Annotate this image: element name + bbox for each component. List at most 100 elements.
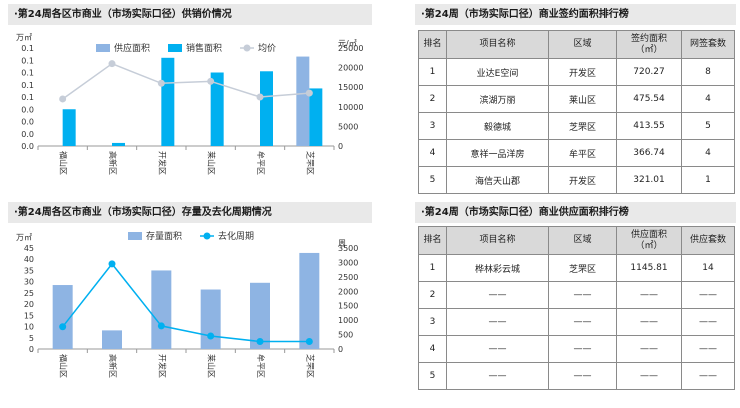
x-tick-label: 芝罘区 xyxy=(305,151,315,175)
bar-销售面积 xyxy=(260,71,273,146)
y2-tick-label: 2000 xyxy=(338,287,358,296)
table-cell: 4 xyxy=(681,139,735,167)
table-cell: —— xyxy=(681,308,735,336)
table-row: 5 海信天山郡 开发区 321.01 1 xyxy=(418,166,735,194)
point-去化周期 xyxy=(305,337,313,345)
table-cell: 开发区 xyxy=(548,166,617,194)
sign-rank-header: ·第24周（市场实际口径）商业签约面积排行榜 xyxy=(415,4,736,25)
table-cell: —— xyxy=(446,335,549,363)
x-tick-label: 莱山区 xyxy=(207,354,217,378)
table-cell: —— xyxy=(446,362,549,390)
y-tick-label: 0.1 xyxy=(21,44,34,53)
bar-存量面积 xyxy=(151,270,172,349)
table-cell: 4 xyxy=(418,139,447,167)
table-cell: —— xyxy=(681,281,735,309)
y-tick-label: 0.1 xyxy=(21,69,34,78)
table-cell: —— xyxy=(681,362,735,390)
table-cell: —— xyxy=(548,281,617,309)
bar-销售面积 xyxy=(309,88,323,146)
x-tick-label: 开发区 xyxy=(157,151,167,175)
table-row: 1 业达E空间 开发区 720.27 8 xyxy=(418,58,735,86)
column-header: 项目名称 xyxy=(446,30,549,59)
table-cell: 海信天山郡 xyxy=(446,166,549,194)
line-均价 xyxy=(62,62,310,100)
y-tick-label: 0 xyxy=(29,345,34,354)
table-cell: 4 xyxy=(681,85,735,113)
bar-存量面积 xyxy=(299,252,320,349)
column-header: 区域 xyxy=(548,226,617,255)
bar-供应面积 xyxy=(296,56,310,147)
y2-tick-label: 15000 xyxy=(338,83,363,92)
y-tick-label: 5 xyxy=(29,334,34,343)
bar-销售面积 xyxy=(161,57,175,146)
y-tick-label: 0.0 xyxy=(21,118,34,127)
column-header: 排名 xyxy=(418,226,447,255)
table-cell: —— xyxy=(548,308,617,336)
y2-tick-label: 1500 xyxy=(338,302,358,311)
bar-销售面积 xyxy=(62,109,76,146)
y-tick-label: 30 xyxy=(24,278,34,287)
table-cell: 业达E空间 xyxy=(446,58,549,86)
table-cell: 开发区 xyxy=(548,58,617,86)
y-tick-label: 15 xyxy=(24,311,34,320)
line-去化周期 xyxy=(62,262,310,343)
point-均价 xyxy=(157,79,165,87)
y-tick-label: 0.0 xyxy=(21,130,34,139)
y-tick-label: 0.1 xyxy=(21,56,34,65)
column-header: 项目名称 xyxy=(446,226,549,255)
y-tick-label: 10 xyxy=(24,323,34,332)
y-tick-label: 45 xyxy=(24,244,34,253)
stock-header: ·第24周各区市商业（市场实际口径）存量及去化周期情况 xyxy=(8,202,372,223)
point-均价 xyxy=(207,77,215,85)
table-cell: 莱山区 xyxy=(548,85,617,113)
table-cell: 5 xyxy=(418,362,447,390)
x-tick-label: 芝罘区 xyxy=(305,354,315,378)
table-cell: 2 xyxy=(418,85,447,113)
table-cell: 5 xyxy=(418,166,447,194)
point-去化周期 xyxy=(207,332,215,340)
table-row: 1 桦林彩云城 芝罘区 1145.81 14 xyxy=(418,254,735,282)
table-cell: 720.27 xyxy=(616,58,682,86)
table-row: 4 —— —— —— —— xyxy=(418,335,735,363)
column-header: 区域 xyxy=(548,30,617,59)
x-tick-label: 高新区 xyxy=(108,151,118,175)
table-cell: —— xyxy=(446,281,549,309)
y2-tick-label: 10000 xyxy=(338,103,363,112)
y-tick-label: 25 xyxy=(24,289,34,298)
column-header: 排名 xyxy=(418,30,447,59)
x-tick-label: 牟平区 xyxy=(256,151,266,175)
y-tick-label: 35 xyxy=(24,266,34,275)
table-row: 2 —— —— —— —— xyxy=(418,281,735,309)
column-header: 供应面积 （㎡） xyxy=(616,226,682,255)
table-cell: 滨湖万丽 xyxy=(446,85,549,113)
supply-sales-header: ·第24周各区市商业（市场实际口径）供销价情况 xyxy=(8,4,372,25)
y-tick-label: 0.0 xyxy=(21,142,34,151)
table-cell: 475.54 xyxy=(616,85,682,113)
x-tick-label: 高新区 xyxy=(108,354,118,378)
x-tick-label: 开发区 xyxy=(157,354,167,378)
y-axis-label: 万㎡ xyxy=(16,233,32,242)
legend-swatch xyxy=(243,44,251,52)
table-cell: 14 xyxy=(681,254,735,282)
table-cell: 4 xyxy=(418,335,447,363)
legend-swatch xyxy=(168,44,182,52)
point-去化周期 xyxy=(256,337,264,345)
table-cell: 3 xyxy=(418,308,447,336)
bar-销售面积 xyxy=(210,72,224,146)
supply-rank-table: 排名 项目名称 区域 供应面积 （㎡） 供应套数 1 桦林彩云城 芝罘区 1145.81 14 2—… xyxy=(418,226,735,390)
table-cell: 1 xyxy=(681,166,735,194)
y2-tick-label: 0 xyxy=(338,345,343,354)
y-tick-label: 0.0 xyxy=(21,105,34,114)
x-tick-label: 福山区 xyxy=(59,354,69,378)
y2-tick-label: 0 xyxy=(338,142,343,151)
legend-label: 均价 xyxy=(258,42,276,54)
y2-tick-label: 1000 xyxy=(338,316,358,325)
column-header: 供应套数 xyxy=(681,226,735,255)
x-tick-label: 莱山区 xyxy=(207,151,217,175)
y-tick-label: 0.1 xyxy=(21,93,34,102)
table-cell: 5 xyxy=(681,112,735,140)
bar-存量面积 xyxy=(102,330,122,349)
point-去化周期 xyxy=(108,260,116,268)
